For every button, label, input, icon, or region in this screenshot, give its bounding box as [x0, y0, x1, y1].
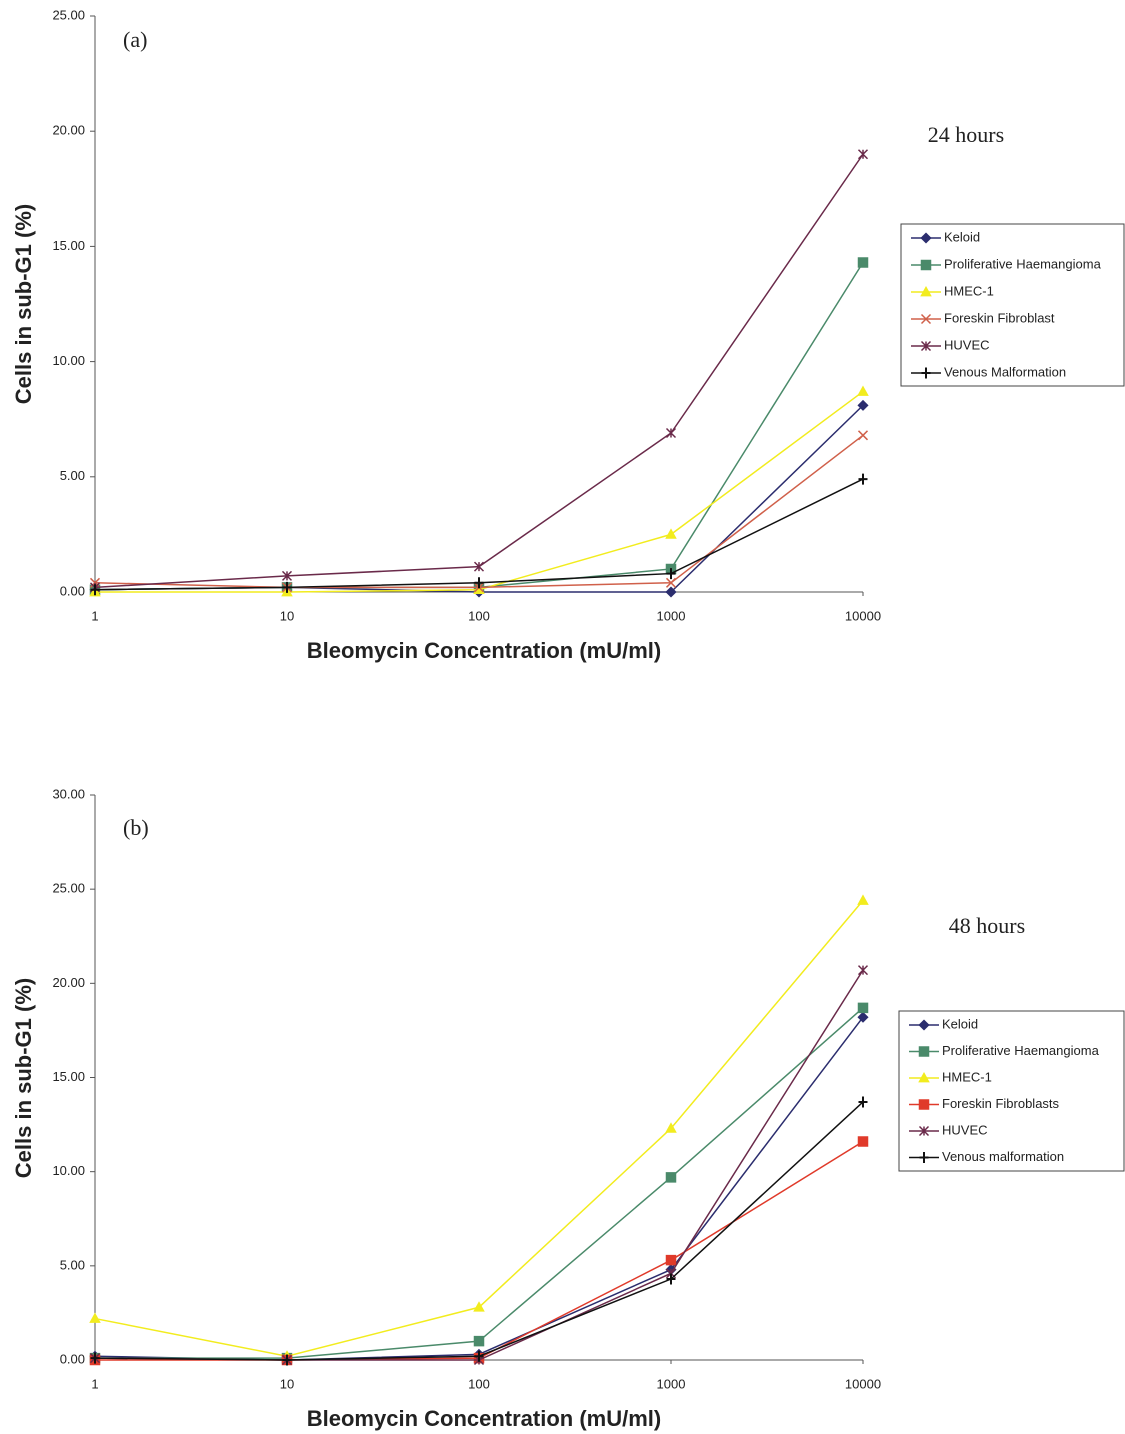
data-point: [666, 568, 676, 580]
series-line: [94, 899, 864, 1357]
legend-label: Venous malformation: [942, 1149, 1064, 1164]
legend-marker: [920, 340, 932, 352]
series-line: [95, 390, 864, 593]
data-point: [857, 1011, 869, 1023]
series-line: [95, 1140, 864, 1361]
legend-box: [900, 223, 1125, 387]
legend-marker: [918, 1019, 930, 1031]
series-line: [94, 153, 864, 589]
x-tick-label: 100: [468, 608, 490, 623]
x-tick-label: 1000: [657, 1376, 686, 1391]
y-tick-label: 25.00: [52, 7, 85, 22]
data-point: [473, 1335, 485, 1347]
x-tick-label: 1: [91, 608, 98, 623]
data-point: [857, 385, 869, 396]
data-point: [665, 577, 677, 588]
legend-box: [898, 1010, 1125, 1172]
legend-marker: [920, 259, 932, 271]
data-point: [474, 577, 484, 589]
y-tick-label: 0.00: [60, 1351, 85, 1366]
data-point: [857, 257, 869, 268]
y-tick-label: 15.00: [52, 1069, 85, 1084]
legend-label: HMEC-1: [942, 1069, 992, 1084]
x-axis-title: Bleomycin Concentration (mU/ml): [307, 1406, 661, 1431]
data-point: [89, 577, 101, 588]
legend-marker: [918, 1046, 930, 1057]
data-point: [857, 399, 869, 411]
legend-marker: [920, 313, 932, 325]
legend-label: HMEC-1: [944, 283, 994, 298]
x-tick-label: 10: [280, 1376, 294, 1391]
series-line: [94, 262, 864, 591]
legend-marker: [920, 232, 932, 244]
data-point: [857, 1002, 869, 1014]
legend-label: Proliferative Haemangioma: [944, 256, 1102, 271]
x-tick-label: 1000: [657, 608, 686, 623]
legend-marker: [919, 1152, 929, 1163]
data-point: [665, 1122, 677, 1133]
series-line: [94, 478, 864, 591]
y-tick-label: 10.00: [52, 1163, 85, 1178]
data-point: [473, 561, 485, 572]
annotation: (a): [123, 27, 147, 52]
x-axis-title: Bleomycin Concentration (mU/ml): [307, 638, 661, 663]
y-tick-label: 20.00: [52, 975, 85, 990]
y-tick-label: 0.00: [60, 583, 85, 598]
data-point: [665, 1172, 677, 1183]
data-point: [858, 473, 868, 485]
y-tick-label: 25.00: [52, 881, 85, 896]
data-point: [90, 1352, 100, 1364]
annotation: 24 hours: [928, 122, 1004, 147]
data-point: [89, 1312, 101, 1323]
legend-marker: [918, 1125, 930, 1137]
y-tick-label: 5.00: [60, 1257, 85, 1272]
data-point: [474, 1350, 484, 1362]
legend-label: Proliferative Haemangioma: [942, 1043, 1100, 1058]
legend-label: Foreskin Fibroblast: [944, 310, 1055, 325]
data-point: [857, 430, 869, 441]
data-point: [281, 570, 293, 581]
data-point: [857, 965, 869, 976]
x-tick-label: 10: [280, 608, 294, 623]
data-point: [665, 427, 677, 439]
data-point: [282, 581, 292, 593]
legend-marker: [920, 285, 932, 297]
data-point: [857, 1136, 869, 1147]
legend-label: HUVEC: [942, 1122, 988, 1137]
y-tick-label: 5.00: [60, 468, 85, 483]
x-tick-label: 100: [468, 1376, 490, 1391]
data-point: [90, 584, 100, 596]
data-point: [665, 586, 677, 598]
data-point: [857, 149, 869, 160]
data-point: [858, 1096, 868, 1108]
x-tick-label: 10000: [845, 1376, 881, 1391]
legend-marker: [918, 1071, 930, 1083]
data-point: [666, 1273, 676, 1285]
annotation: (b): [123, 815, 149, 840]
y-axis-title: Cells in sub-G1 (%): [11, 204, 36, 404]
legend-label: Keloid: [942, 1016, 978, 1031]
data-point: [665, 528, 677, 539]
data-point: [473, 1301, 485, 1312]
legend-marker: [921, 367, 931, 379]
x-tick-label: 10000: [845, 608, 881, 623]
y-tick-label: 20.00: [52, 123, 85, 138]
data-point: [282, 1354, 292, 1366]
x-tick-label: 1: [91, 1376, 98, 1391]
legend-label: HUVEC: [944, 337, 990, 352]
legend-marker: [918, 1099, 930, 1110]
y-axis-title: Cells in sub-G1 (%): [11, 978, 36, 1178]
annotation: 48 hours: [949, 913, 1025, 938]
y-tick-label: 10.00: [52, 353, 85, 368]
y-tick-label: 30.00: [52, 786, 85, 801]
legend-label: Venous Malformation: [944, 364, 1066, 379]
legend-label: Keloid: [944, 229, 980, 244]
series-line: [94, 1101, 864, 1361]
data-point: [665, 1254, 677, 1266]
data-point: [857, 894, 869, 905]
y-tick-label: 15.00: [52, 238, 85, 253]
legend-label: Foreskin Fibroblasts: [942, 1096, 1060, 1111]
